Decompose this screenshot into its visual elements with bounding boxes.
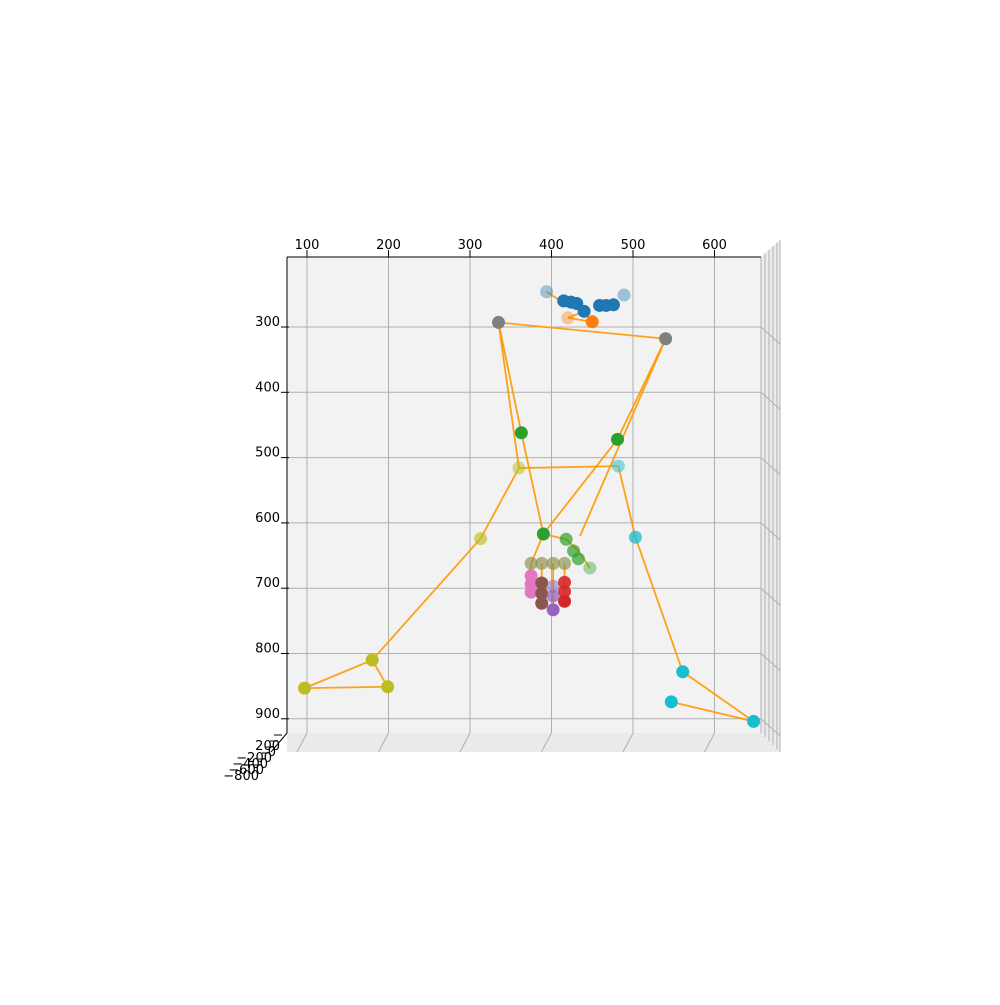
x-floor-gridline: [541, 732, 552, 753]
skeleton-segment: [617, 465, 637, 538]
x-tick-label: 200: [376, 238, 401, 253]
keypoint-marker: [492, 315, 506, 329]
keypoint-marker: [606, 298, 620, 312]
side-pane: [761, 240, 780, 752]
skeleton-segment: [498, 321, 666, 340]
skeleton-segment: [304, 685, 388, 690]
keypoint-marker: [381, 680, 395, 694]
x-tick-label: 100: [295, 238, 320, 253]
z-tick-label: 0: [268, 745, 276, 760]
skeleton-segment: [542, 438, 619, 535]
x-floor-gridline: [459, 732, 471, 753]
keypoint-marker: [546, 579, 560, 593]
keypoint-marker: [561, 311, 575, 325]
keypoint-marker: [558, 584, 572, 598]
keypoint-markers: [298, 285, 761, 728]
x-floor-gridline: [378, 732, 389, 753]
x-floor-gridline: [622, 732, 634, 753]
keypoint-marker: [747, 714, 761, 728]
keypoint-marker: [559, 532, 573, 546]
skeleton-segment: [518, 465, 619, 469]
keypoint-marker: [558, 575, 572, 589]
keypoint-marker: [524, 556, 538, 570]
keypoint-marker: [558, 594, 572, 608]
bottom-pane: [287, 733, 780, 752]
keypoint-marker: [617, 288, 631, 302]
keypoint-marker: [611, 432, 625, 446]
keypoint-marker: [365, 653, 379, 667]
z-tick-label: −200: [236, 751, 272, 766]
x-tick-label: 600: [702, 238, 727, 253]
keypoint-marker: [546, 556, 560, 570]
keypoint-marker: [664, 695, 678, 709]
keypoint-marker: [558, 556, 572, 570]
keypoint-marker: [535, 556, 549, 570]
skeleton-segment: [497, 322, 520, 469]
y-tick-label: 400: [255, 380, 280, 395]
keypoint-marker: [585, 315, 599, 329]
z-tick-label: −800: [223, 769, 259, 784]
skeleton-segment: [304, 659, 373, 689]
skeleton-segment: [371, 537, 482, 661]
keypoint-marker: [659, 332, 673, 346]
y-tick-label: 600: [255, 511, 280, 526]
back-pane: [287, 257, 761, 733]
keypoint-marker: [535, 586, 549, 600]
y-tick-label: 300: [255, 315, 280, 330]
y-tick-label: 700: [255, 576, 280, 591]
skeleton-segment: [671, 700, 754, 723]
keypoint-marker: [535, 596, 549, 610]
z-tick-label: −600: [228, 763, 264, 778]
keypoint-marker: [577, 304, 591, 318]
keypoint-marker: [535, 576, 549, 590]
x-tick-label: 500: [621, 238, 646, 253]
keypoint-marker: [611, 459, 625, 473]
y-tick-label: 500: [255, 446, 280, 461]
skeleton-segment: [520, 432, 545, 535]
z-axis-line: [270, 732, 288, 753]
skeleton-segment: [497, 322, 523, 433]
keypoint-marker: [583, 561, 597, 575]
keypoint-marker: [676, 665, 690, 679]
x-floor-gridline: [704, 732, 715, 753]
x-tick-label: 300: [458, 238, 483, 253]
keypoint-marker: [546, 603, 560, 617]
keypoint-marker: [540, 285, 554, 299]
keypoint-marker: [546, 589, 560, 603]
keypoint-marker: [512, 461, 526, 475]
x-floor-gridline: [296, 732, 308, 753]
keypoint-marker: [628, 530, 642, 544]
keypoint-marker: [571, 552, 585, 566]
keypoint-marker: [524, 585, 538, 599]
skeleton-segment: [682, 671, 755, 723]
x-tick-label: 400: [539, 238, 564, 253]
y-tick-label: 900: [255, 707, 280, 722]
keypoint-marker: [474, 532, 488, 546]
skeleton-segment: [479, 467, 520, 540]
tick-labels: 100 200 300 400 500 600 300 400 500 600 700 800 900 2…: [223, 238, 727, 784]
skeleton-segment: [634, 536, 684, 673]
keypoint-marker: [514, 426, 528, 440]
z-tick-label: −400: [232, 757, 268, 772]
keypoint-marker: [298, 681, 312, 695]
keypoint-marker: [536, 527, 550, 541]
z-tick-label: 200: [255, 739, 280, 754]
axes-layer: [253, 250, 761, 766]
grid-layer: [287, 239, 781, 753]
y-tick-label: 800: [255, 642, 280, 657]
